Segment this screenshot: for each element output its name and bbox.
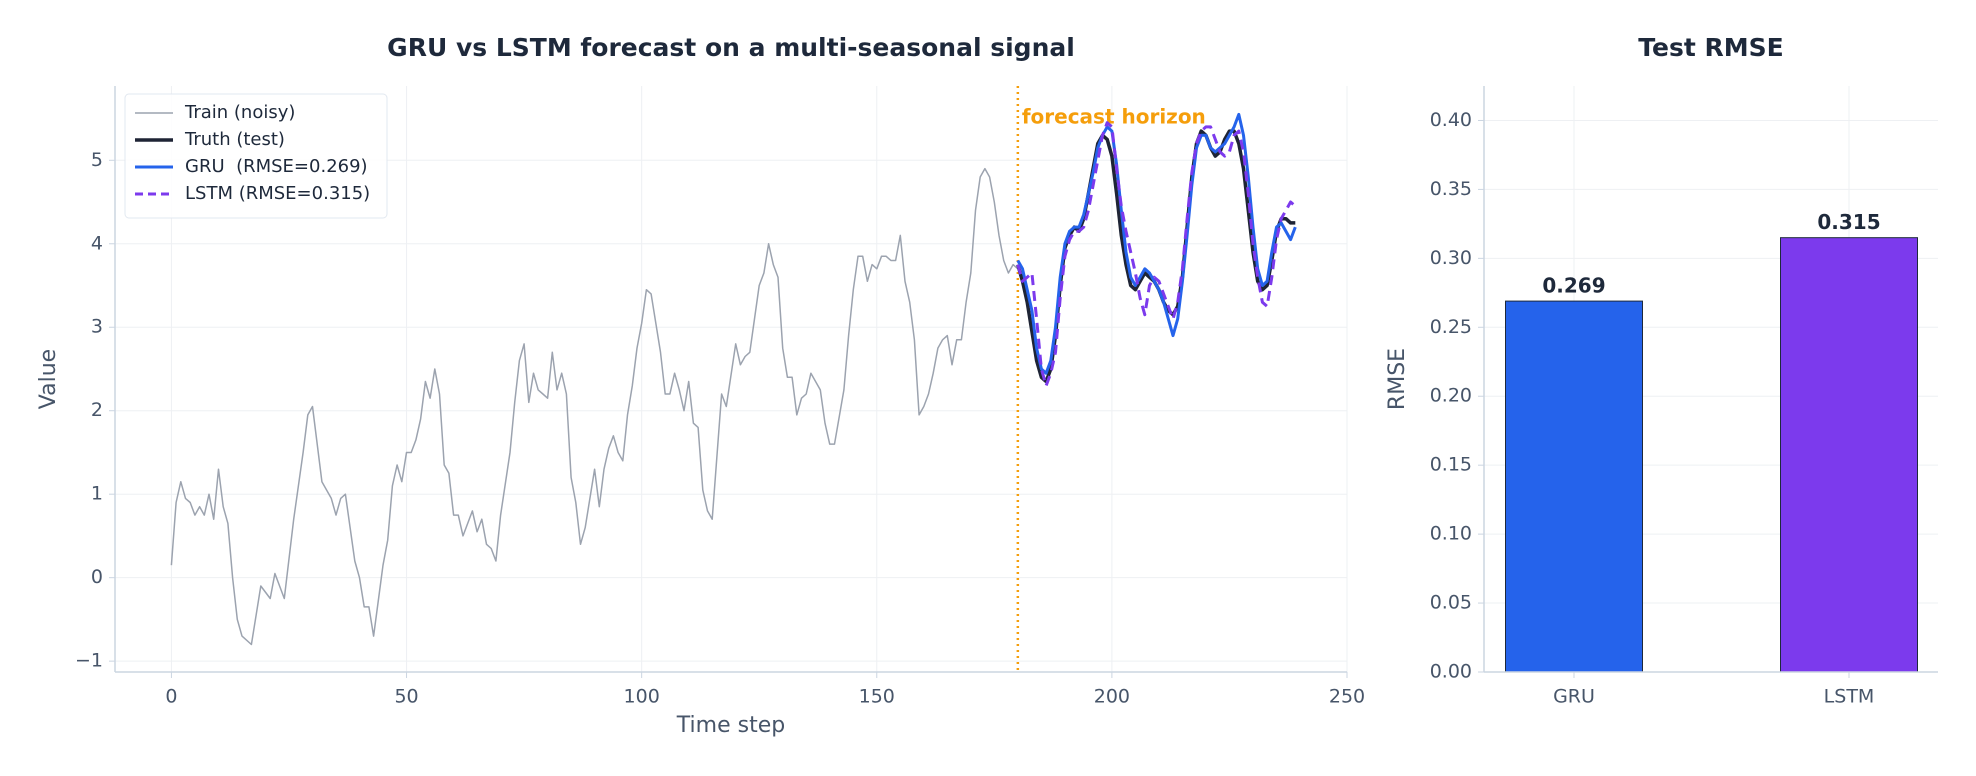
series-line (1016, 121, 1297, 388)
series-line (170, 167, 1019, 646)
y-tick-label: 1 (91, 483, 103, 505)
legend-label: Train (noisy) (184, 102, 295, 123)
y-tick-label: 0.30 (1430, 247, 1472, 269)
chart-title: GRU vs LSTM forecast on a multi-seasonal… (387, 33, 1075, 62)
x-tick-label: 100 (624, 686, 660, 708)
legend-label: LSTM (RMSE=0.315) (185, 183, 370, 204)
y-axis-label: RMSE (1385, 348, 1410, 410)
y-tick-label: 0.40 (1430, 109, 1472, 131)
value-label: 0.315 (1817, 210, 1880, 234)
y-tick-label: 0.35 (1430, 178, 1472, 200)
y-tick-label: −1 (75, 650, 103, 672)
y-tick-label: 0.25 (1430, 316, 1472, 338)
bar (1505, 300, 1643, 673)
y-tick-label: 0.10 (1430, 523, 1472, 545)
y-tick-label: 0.20 (1430, 385, 1472, 407)
y-tick-label: 4 (91, 232, 103, 254)
y-tick-label: 3 (91, 316, 103, 338)
x-tick-label: 250 (1329, 686, 1365, 708)
x-tick-label: 200 (1094, 686, 1130, 708)
x-tick-label: GRU (1553, 686, 1595, 708)
x-tick-label: 50 (394, 686, 418, 708)
x-tick-label: LSTM (1824, 686, 1875, 708)
series-line (1016, 112, 1297, 375)
bar (1780, 237, 1918, 673)
legend-label: GRU (RMSE=0.269) (185, 156, 368, 177)
x-tick-label: 0 (165, 686, 177, 708)
y-tick-label: 0.00 (1430, 661, 1472, 683)
legend-box (124, 93, 388, 219)
value-label: 0.269 (1542, 274, 1605, 298)
y-tick-label: 5 (91, 149, 103, 171)
x-axis-label: Time step (676, 713, 785, 738)
chart-title: Test RMSE (1638, 33, 1783, 62)
y-axis-label: Value (36, 349, 61, 409)
legend-label: Truth (test) (184, 129, 285, 150)
y-tick-label: 2 (91, 399, 103, 421)
x-tick-label: 150 (859, 686, 895, 708)
y-tick-label: 0 (91, 566, 103, 588)
annotation: forecast horizon (1022, 105, 1206, 129)
y-tick-label: 0.05 (1430, 592, 1472, 614)
y-tick-label: 0.15 (1430, 454, 1472, 476)
